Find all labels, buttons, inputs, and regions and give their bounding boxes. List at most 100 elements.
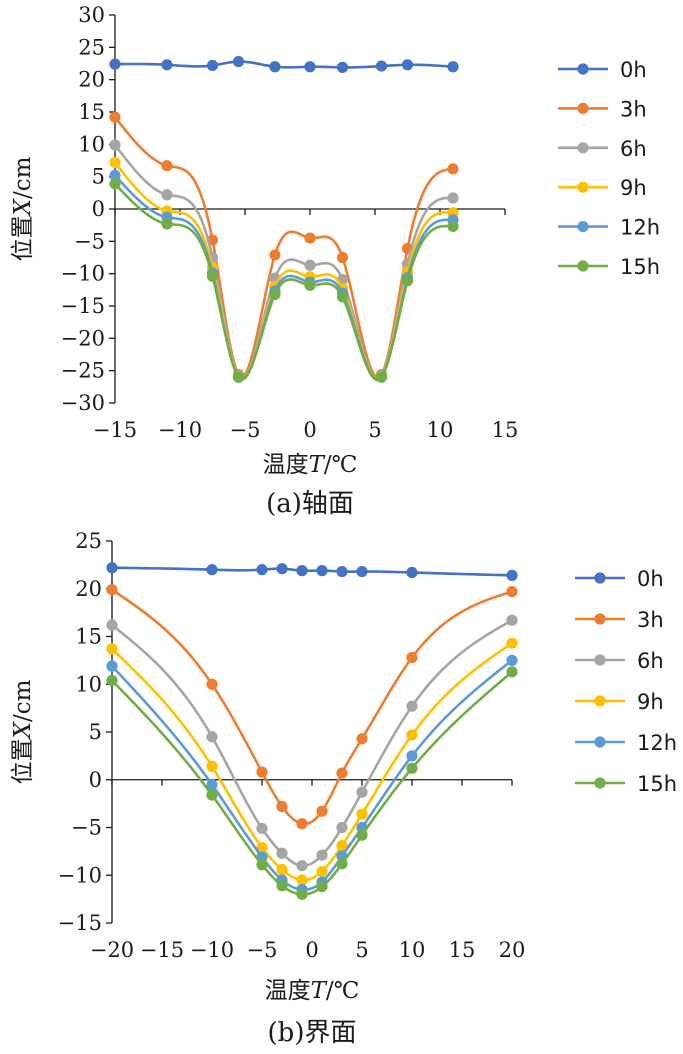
data-point-0h xyxy=(406,566,418,579)
data-point-3h xyxy=(406,651,418,664)
y-tick-label: −5 xyxy=(71,816,102,840)
y-axis-title: 位置X/cm xyxy=(10,156,36,261)
data-point-15h xyxy=(109,178,121,190)
legend-marker-15h xyxy=(577,260,589,272)
x-tick-label: −10 xyxy=(158,418,202,442)
data-point-15h xyxy=(506,666,518,678)
data-point-9h xyxy=(316,865,328,878)
y-axis-title-unit: /cm xyxy=(10,679,36,722)
data-point-3h xyxy=(506,586,518,598)
data-point-9h xyxy=(206,760,218,772)
x-axis-title-unit: /℃ xyxy=(326,978,359,1004)
data-point-12h xyxy=(406,750,418,762)
legend-label-3h: 3h xyxy=(637,608,664,632)
data-point-3h xyxy=(106,584,118,596)
y-tick-label: 25 xyxy=(78,35,105,59)
data-point-3h xyxy=(296,818,308,830)
y-tick-label: 10 xyxy=(78,132,105,156)
x-tick-label: 10 xyxy=(427,418,454,442)
legend-marker-15h xyxy=(594,777,606,789)
x-axis-title-variable: T xyxy=(311,978,328,1004)
legend-label-12h: 12h xyxy=(620,216,660,240)
legend-marker-0h xyxy=(577,63,589,75)
x-tick-label: 10 xyxy=(399,938,426,962)
y-tick-label: 0 xyxy=(92,197,105,221)
data-point-6h xyxy=(304,259,316,271)
y-tick-label: 15 xyxy=(78,100,105,124)
y-tick-label: −25 xyxy=(61,359,105,383)
data-point-0h xyxy=(206,59,219,72)
data-point-12h xyxy=(106,660,118,672)
data-point-15h xyxy=(232,371,245,383)
x-tick-label: −5 xyxy=(230,418,261,442)
y-tick-label: −10 xyxy=(58,863,102,887)
series-line-15h xyxy=(110,670,514,896)
data-point-3h xyxy=(256,766,268,778)
data-point-3h xyxy=(109,111,121,123)
data-point-9h xyxy=(406,729,418,741)
data-point-15h xyxy=(206,270,219,282)
legend-label-15h: 15h xyxy=(637,772,677,796)
legend-label-0h: 0h xyxy=(637,567,664,591)
data-point-12h xyxy=(206,778,218,791)
series-line-6h xyxy=(110,618,514,868)
y-axis-title-variable: X xyxy=(10,197,36,217)
y-axis-title-variable: X xyxy=(10,720,36,740)
y-tick-label: 20 xyxy=(78,68,105,92)
x-tick-label: −20 xyxy=(90,938,134,962)
data-point-0h xyxy=(316,565,328,577)
data-point-0h xyxy=(296,565,308,577)
data-point-15h xyxy=(316,881,328,893)
y-tick-label: 10 xyxy=(75,672,102,696)
x-tick-label: 20 xyxy=(499,938,526,962)
data-point-3h xyxy=(336,767,348,779)
x-axis-title-unit: /℃ xyxy=(324,452,357,478)
legend-marker-12h xyxy=(594,736,606,748)
data-point-12h xyxy=(506,654,518,666)
data-point-9h xyxy=(296,874,308,886)
data-point-9h xyxy=(106,643,118,655)
data-point-6h xyxy=(336,821,348,834)
data-point-6h xyxy=(256,822,268,835)
data-point-15h xyxy=(375,371,388,383)
data-point-15h xyxy=(447,220,459,233)
data-point-0h xyxy=(269,61,281,73)
data-point-9h xyxy=(276,863,288,876)
data-point-6h xyxy=(447,192,459,204)
data-point-15h xyxy=(269,288,281,300)
legend-marker-9h xyxy=(577,181,589,193)
data-point-6h xyxy=(161,189,173,201)
y-tick-label: 5 xyxy=(92,165,105,189)
data-point-6h xyxy=(109,139,121,151)
series-line-12h xyxy=(110,659,514,891)
data-point-0h xyxy=(106,562,118,574)
data-point-15h xyxy=(276,880,288,892)
data-point-0h xyxy=(506,569,518,581)
y-tick-label: −5 xyxy=(74,229,105,253)
series-line-3h xyxy=(110,588,514,826)
legend-label-9h: 9h xyxy=(637,690,664,714)
y-tick-label: −20 xyxy=(61,326,105,350)
y-tick-label: 25 xyxy=(75,529,102,553)
y-axis-title-prefix: 位置 xyxy=(10,215,36,261)
data-point-0h xyxy=(161,59,173,71)
series-line-6h xyxy=(113,143,455,380)
x-tick-label: 15 xyxy=(492,418,519,442)
data-point-9h xyxy=(506,637,518,649)
legend-label-12h: 12h xyxy=(637,731,677,755)
y-tick-label: −10 xyxy=(61,262,105,286)
data-point-0h xyxy=(336,61,349,73)
legend-marker-6h xyxy=(594,654,606,666)
series-line-0h xyxy=(113,60,455,69)
data-point-3h xyxy=(161,160,173,172)
data-point-9h xyxy=(336,840,348,852)
chart-caption: (b)界面 xyxy=(268,1018,357,1048)
legend-marker-3h xyxy=(594,613,606,625)
data-point-3h xyxy=(269,249,281,261)
x-tick-label: 0 xyxy=(303,418,316,442)
x-axis-title-prefix: 温度 xyxy=(265,978,311,1004)
x-tick-label: 0 xyxy=(305,938,318,962)
data-point-15h xyxy=(401,275,414,287)
data-point-15h xyxy=(406,762,418,774)
